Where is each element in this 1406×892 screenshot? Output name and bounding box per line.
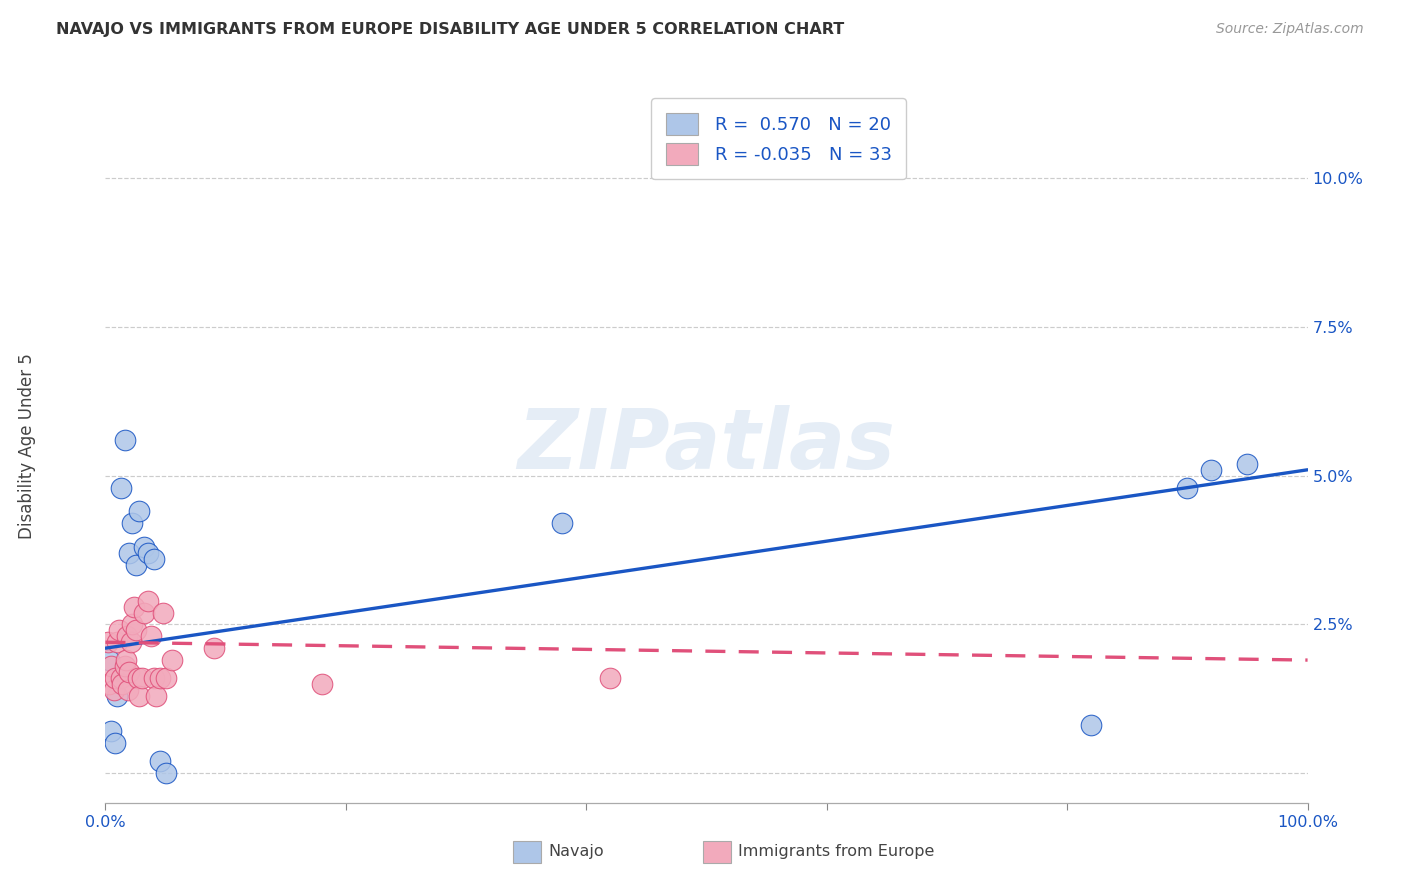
Text: NAVAJO VS IMMIGRANTS FROM EUROPE DISABILITY AGE UNDER 5 CORRELATION CHART: NAVAJO VS IMMIGRANTS FROM EUROPE DISABIL… [56,22,845,37]
Point [111,677,134,691]
Point [142,552,165,566]
Point [148,754,170,768]
Point [121,617,143,632]
Point [1236,457,1258,471]
Point [124,558,146,572]
Point [103,682,125,697]
Point [132,606,155,620]
Point [139,629,162,643]
Point [114,433,136,447]
Point [155,671,177,685]
Point [110,481,132,495]
Point [202,641,225,656]
Point [104,671,127,685]
Point [115,653,138,667]
Point [120,635,142,649]
Y-axis label: Disability Age Under 5: Disability Age Under 5 [18,353,37,539]
Point [104,736,127,750]
Point [115,629,138,643]
Point [155,766,177,780]
Point [152,606,174,620]
Point [142,671,165,685]
Point [132,540,155,554]
Point [127,671,149,685]
Point [107,624,129,638]
Point [128,689,150,703]
Point [118,665,141,679]
Point [110,671,132,685]
Text: ZIPatlas: ZIPatlas [517,406,896,486]
Point [117,682,139,697]
Point [160,653,183,667]
Point [100,659,122,673]
Point [100,724,122,739]
Point [98,653,121,667]
Point [107,635,129,649]
Point [124,624,146,638]
Point [599,671,621,685]
Point [1080,718,1102,732]
Point [128,504,150,518]
Point [124,599,146,614]
Point [311,677,333,691]
Point [114,659,136,673]
Point [98,677,121,691]
Point [551,516,574,531]
Text: Navajo: Navajo [548,845,605,859]
Point [148,671,170,685]
Point [136,546,159,560]
Point [97,635,120,649]
Text: Immigrants from Europe: Immigrants from Europe [738,845,935,859]
Point [107,689,129,703]
Point [1201,463,1223,477]
Point [145,689,167,703]
Point [1175,481,1198,495]
Text: Source: ZipAtlas.com: Source: ZipAtlas.com [1216,22,1364,37]
Point [131,671,153,685]
Point [118,546,141,560]
Legend: R =  0.570   N = 20, R = -0.035   N = 33: R = 0.570 N = 20, R = -0.035 N = 33 [651,98,905,179]
Point [136,593,159,607]
Point [121,516,143,531]
